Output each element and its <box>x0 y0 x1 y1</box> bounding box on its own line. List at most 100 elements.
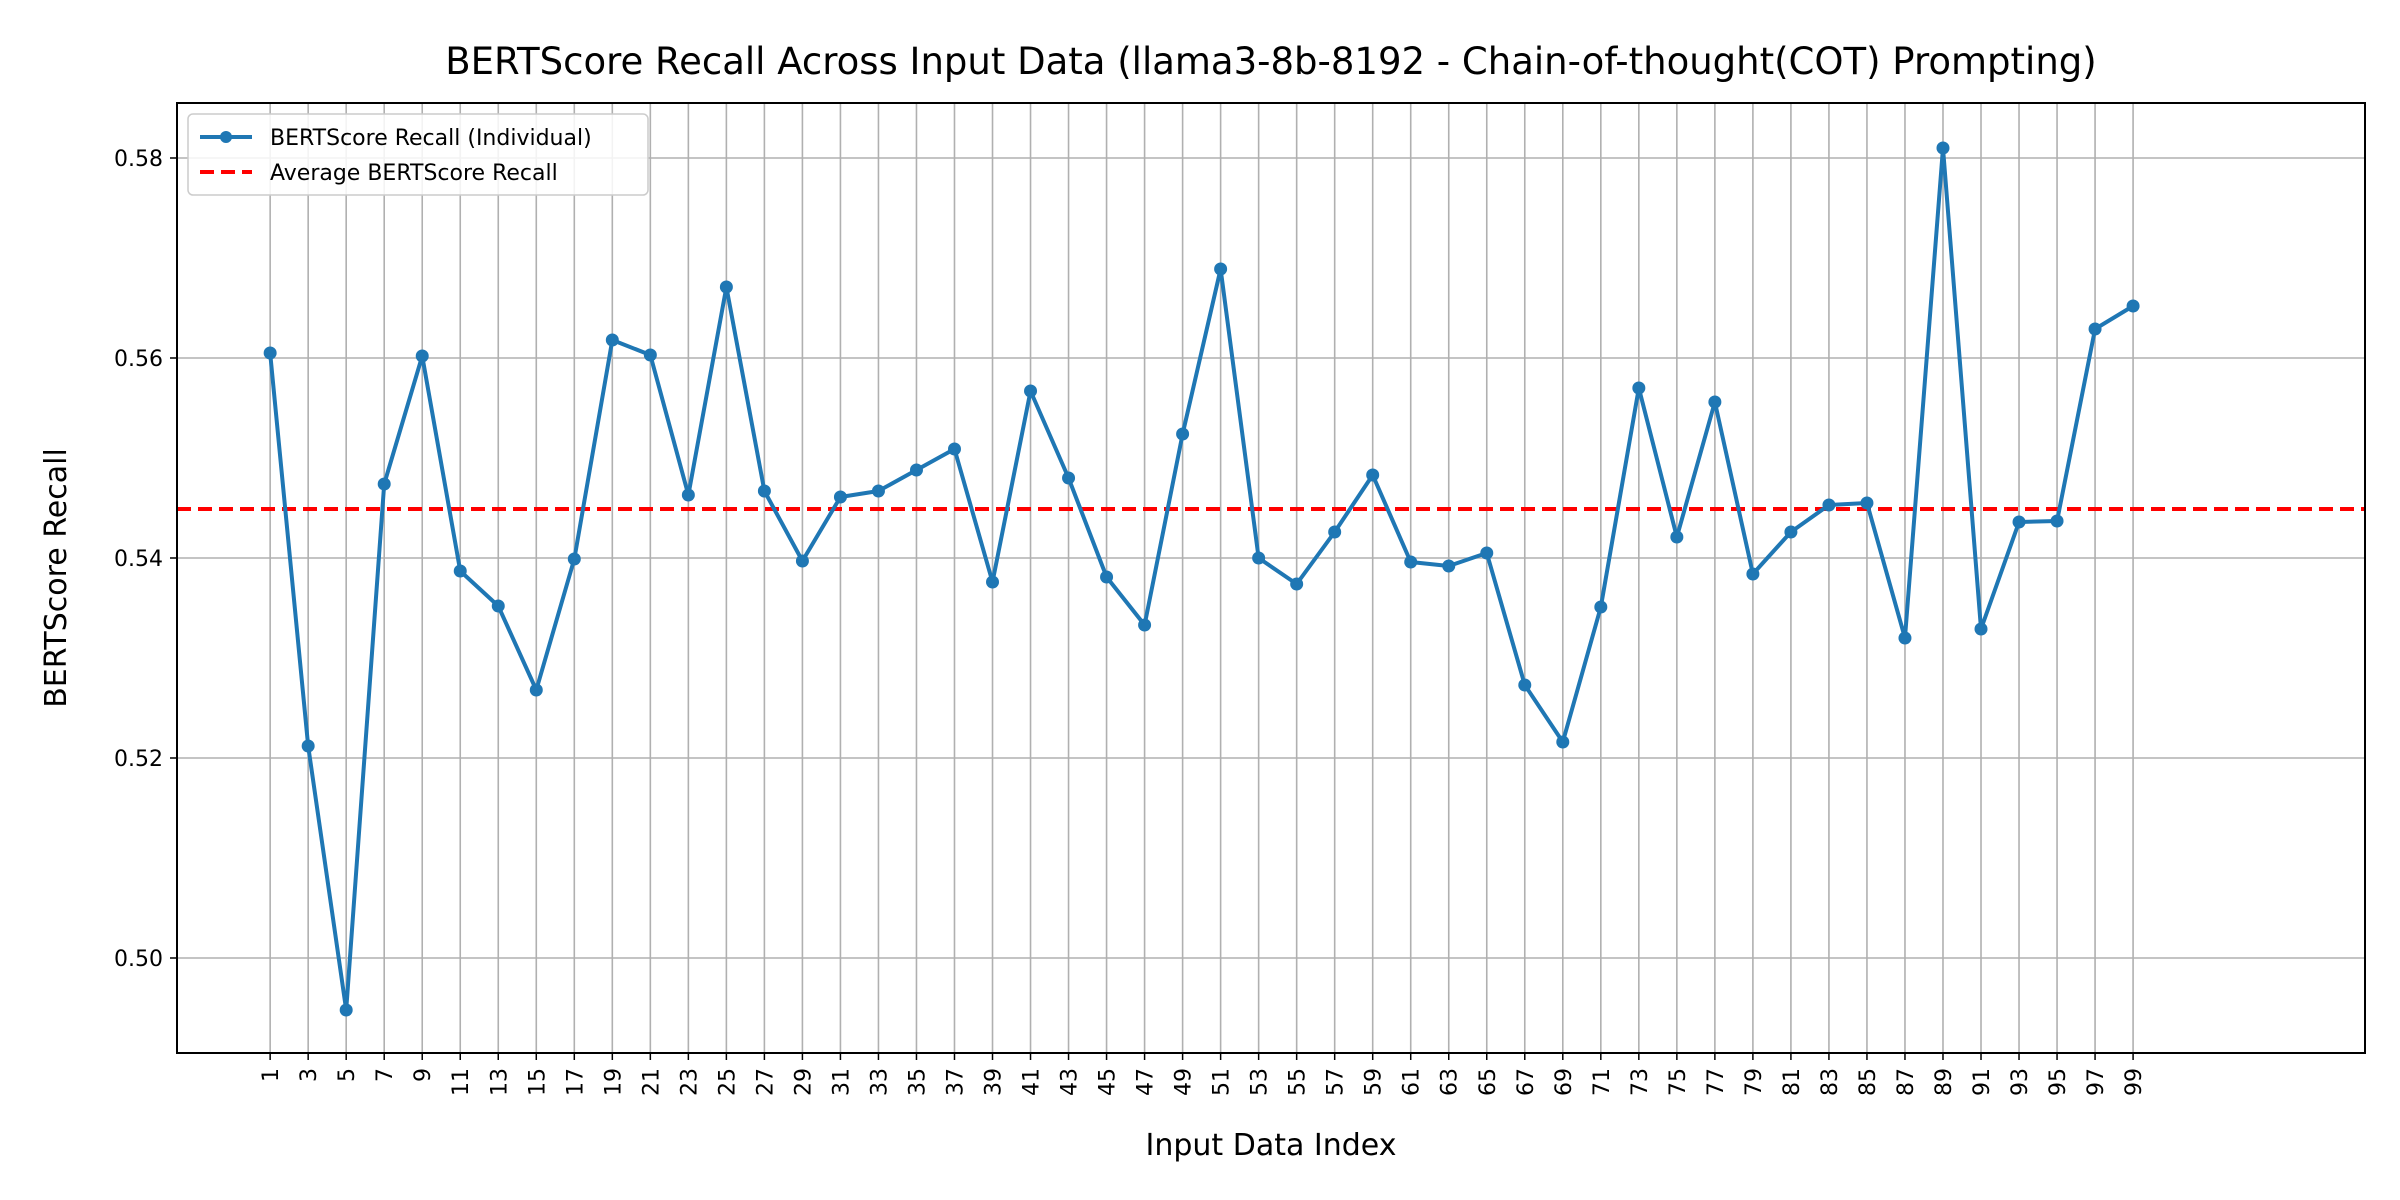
x-tick-label: 19 <box>601 1068 626 1096</box>
x-tick-label: 39 <box>982 1068 1007 1096</box>
data-point <box>1214 262 1228 276</box>
series-layer <box>263 141 2140 1017</box>
data-point <box>1822 498 1836 512</box>
data-point <box>1594 600 1608 614</box>
x-tick-label: 61 <box>1400 1068 1425 1096</box>
x-tick-label: 83 <box>1818 1068 1843 1096</box>
x-tick-label: 71 <box>1590 1068 1615 1096</box>
chart-title: BERTScore Recall Across Input Data (llam… <box>445 40 2096 83</box>
x-tick-label: 65 <box>1476 1068 1501 1096</box>
x-tick-label: 25 <box>715 1068 740 1096</box>
legend: BERTScore Recall (Individual) Average BE… <box>187 113 649 196</box>
data-point <box>1708 395 1722 409</box>
x-tick-label: 29 <box>791 1068 816 1096</box>
x-axis-label: Input Data Index <box>1146 1128 1397 1163</box>
data-point <box>377 477 391 491</box>
x-tick-label: 53 <box>1248 1068 1273 1096</box>
data-point <box>1252 551 1266 565</box>
x-tick-label: 7 <box>373 1068 398 1082</box>
x-tick-label: 57 <box>1324 1068 1349 1096</box>
legend-marker-individual <box>220 131 232 143</box>
x-tick-label: 91 <box>1970 1068 1995 1096</box>
data-point <box>1670 530 1684 544</box>
x-tick-label: 45 <box>1096 1068 1121 1096</box>
x-tick-label: 1 <box>259 1068 284 1082</box>
data-point <box>1860 496 1874 510</box>
x-tick-label: 49 <box>1172 1068 1197 1096</box>
x-tick-label: 59 <box>1362 1068 1387 1096</box>
x-tick-label: 35 <box>905 1068 930 1096</box>
data-point <box>2088 322 2102 336</box>
data-point <box>1898 631 1912 645</box>
x-tick-label: 21 <box>639 1068 664 1096</box>
data-point <box>757 484 771 498</box>
data-point <box>1518 678 1532 692</box>
data-point <box>2050 514 2064 528</box>
legend-box <box>187 113 649 196</box>
x-tick-label: 13 <box>487 1068 512 1096</box>
x-tick-label: 9 <box>411 1068 436 1082</box>
data-point <box>453 564 467 578</box>
y-tick-label: 0.56 <box>114 347 163 372</box>
data-point <box>643 348 657 362</box>
data-point <box>1138 618 1152 632</box>
legend-label-individual: BERTScore Recall (Individual) <box>270 126 592 151</box>
data-point <box>529 683 543 697</box>
plot-frame <box>176 102 2366 1054</box>
grid-layer <box>177 103 2365 1053</box>
x-tick-label: 43 <box>1058 1068 1083 1096</box>
x-tick-label: 89 <box>1932 1068 1957 1096</box>
x-tick-label: 15 <box>525 1068 550 1096</box>
data-point <box>1062 471 1076 485</box>
data-point <box>263 346 277 360</box>
x-tick-label: 93 <box>2008 1068 2033 1096</box>
data-point <box>1100 570 1114 584</box>
data-point <box>1024 384 1038 398</box>
data-point <box>1328 525 1342 539</box>
x-tick-label: 33 <box>867 1068 892 1096</box>
data-point <box>681 488 695 502</box>
x-tick-label: 81 <box>1780 1068 1805 1096</box>
x-tick-label: 47 <box>1134 1068 1159 1096</box>
y-tick-label: 0.50 <box>114 947 163 972</box>
data-point <box>1784 525 1798 539</box>
data-point <box>871 484 885 498</box>
data-point <box>1176 427 1190 441</box>
x-tick-layer: 1 3 5 7 9 11 13 15 17 19 21 23 25 27 29 31 33 35 37 39 41 43 4… <box>259 1053 2147 1096</box>
data-point <box>909 463 923 477</box>
data-point <box>415 349 429 363</box>
x-tick-label: 63 <box>1438 1068 1463 1096</box>
data-point <box>1366 468 1380 482</box>
y-axis-label: BERTScore Recall <box>39 448 74 708</box>
data-point <box>1974 622 1988 636</box>
x-tick-label: 77 <box>1704 1068 1729 1096</box>
data-point <box>339 1003 353 1017</box>
data-point <box>2012 515 2026 529</box>
x-tick-label: 85 <box>1856 1068 1881 1096</box>
x-tick-label: 27 <box>753 1068 778 1096</box>
x-tick-label: 95 <box>2046 1068 2071 1096</box>
data-point <box>1404 555 1418 569</box>
data-point <box>491 599 505 613</box>
data-point <box>1632 381 1646 395</box>
data-point <box>1936 141 1950 155</box>
x-tick-label: 17 <box>563 1068 588 1096</box>
data-point <box>795 554 809 568</box>
x-tick-label: 99 <box>2122 1068 2147 1096</box>
x-tick-label: 51 <box>1210 1068 1235 1096</box>
data-point <box>719 280 733 294</box>
x-tick-label: 23 <box>677 1068 702 1096</box>
y-tick-label: 0.52 <box>114 747 163 772</box>
x-tick-label: 97 <box>2084 1068 2109 1096</box>
data-point <box>1556 735 1570 749</box>
x-tick-label: 75 <box>1666 1068 1691 1096</box>
x-tick-label: 79 <box>1742 1068 1767 1096</box>
x-tick-label: 87 <box>1894 1068 1919 1096</box>
x-tick-label: 5 <box>335 1068 360 1082</box>
y-tick-layer: 0.50 0.52 0.54 0.56 0.58 <box>114 147 177 972</box>
data-point <box>986 575 1000 589</box>
x-tick-label: 69 <box>1552 1068 1577 1096</box>
y-tick-label: 0.58 <box>114 147 163 172</box>
x-tick-label: 3 <box>297 1068 322 1082</box>
